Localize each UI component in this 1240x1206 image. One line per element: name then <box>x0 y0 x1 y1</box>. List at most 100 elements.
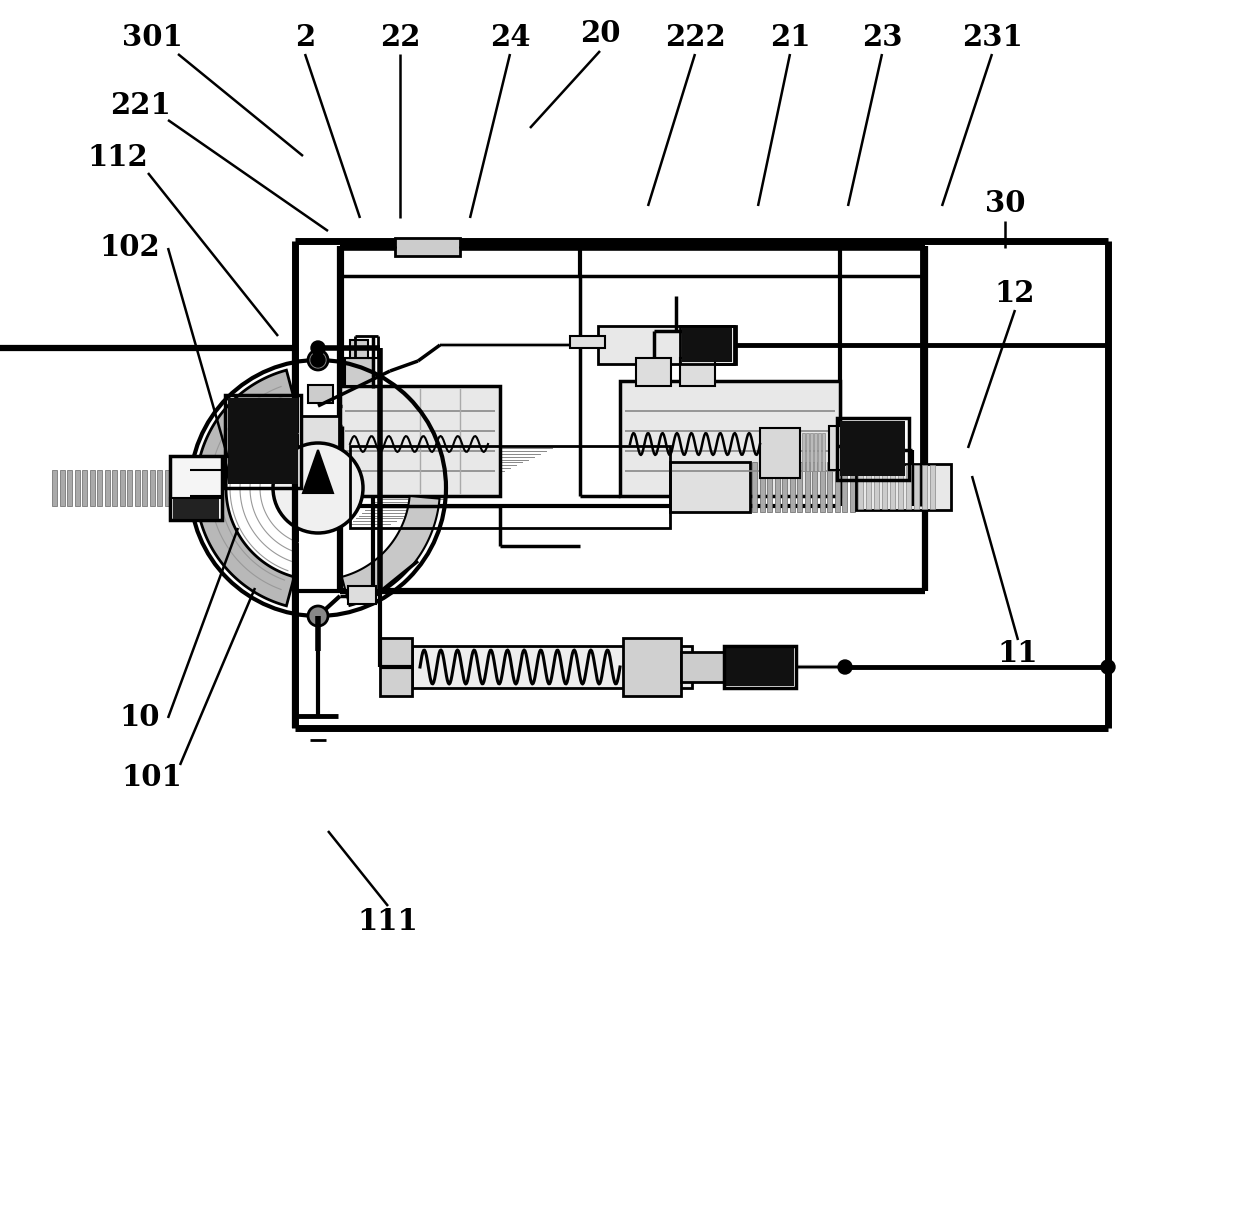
Bar <box>768 462 773 513</box>
Text: 23: 23 <box>862 23 903 53</box>
Bar <box>67 470 72 507</box>
Bar <box>818 433 821 472</box>
Bar <box>866 466 870 509</box>
Circle shape <box>273 443 363 533</box>
Bar <box>802 433 805 472</box>
Bar <box>170 456 222 520</box>
Bar <box>165 470 170 507</box>
Text: 231: 231 <box>962 23 1022 53</box>
Bar <box>52 470 57 507</box>
Bar <box>682 328 732 362</box>
Bar <box>820 462 825 513</box>
Bar <box>340 386 500 496</box>
Bar <box>923 466 928 509</box>
Bar <box>805 462 810 513</box>
Bar <box>930 466 935 509</box>
Circle shape <box>308 350 329 370</box>
Bar <box>680 326 734 364</box>
Bar <box>301 416 339 468</box>
Bar <box>775 462 780 513</box>
Bar <box>228 398 298 484</box>
Bar <box>837 418 909 480</box>
Bar <box>882 466 887 509</box>
Bar <box>858 466 863 509</box>
Text: 102: 102 <box>99 234 160 263</box>
Text: 111: 111 <box>357 907 418 936</box>
Bar <box>759 462 765 513</box>
Bar <box>89 470 94 507</box>
Text: 2: 2 <box>295 23 315 53</box>
Bar <box>806 433 808 472</box>
Polygon shape <box>303 450 334 493</box>
Bar <box>751 462 756 513</box>
Bar <box>224 396 301 488</box>
Bar <box>898 466 903 509</box>
Bar <box>104 470 109 507</box>
Bar <box>906 466 911 509</box>
Bar <box>620 381 839 496</box>
Bar <box>914 466 919 509</box>
Bar <box>725 648 794 686</box>
Bar <box>150 470 155 507</box>
Bar <box>112 470 117 507</box>
Circle shape <box>311 341 325 355</box>
Bar <box>301 464 339 474</box>
Polygon shape <box>196 370 294 605</box>
Text: 10: 10 <box>120 703 160 732</box>
Bar <box>412 646 692 687</box>
Bar <box>119 470 124 507</box>
Bar <box>790 462 795 513</box>
Polygon shape <box>342 496 439 605</box>
Bar <box>157 470 162 507</box>
Bar <box>570 336 605 349</box>
Bar <box>126 470 131 507</box>
Circle shape <box>1101 660 1115 674</box>
Text: 221: 221 <box>109 92 170 121</box>
Circle shape <box>308 605 329 626</box>
Bar <box>134 470 139 507</box>
Bar <box>782 462 787 513</box>
Bar <box>890 466 895 509</box>
Bar <box>856 464 951 510</box>
Bar <box>174 498 219 520</box>
Text: 22: 22 <box>379 23 420 53</box>
Bar <box>842 462 847 513</box>
Bar <box>822 433 825 472</box>
Bar <box>813 433 817 472</box>
Text: 20: 20 <box>580 19 620 48</box>
Bar <box>143 470 148 507</box>
Bar <box>74 470 79 507</box>
Bar <box>350 446 670 528</box>
Bar <box>348 586 376 604</box>
Bar <box>636 358 671 386</box>
Bar <box>839 421 905 476</box>
Bar <box>598 326 737 364</box>
Bar <box>849 462 854 513</box>
Bar <box>82 470 87 507</box>
Bar <box>830 426 844 470</box>
Text: 222: 222 <box>665 23 725 53</box>
Bar <box>724 646 796 687</box>
Bar <box>797 462 802 513</box>
Bar <box>345 358 373 386</box>
Bar <box>396 238 460 256</box>
Text: 11: 11 <box>998 639 1038 668</box>
Bar <box>60 470 64 507</box>
Bar <box>170 498 222 520</box>
Bar <box>680 358 715 386</box>
Bar <box>681 652 725 683</box>
Bar <box>622 638 681 696</box>
Text: 24: 24 <box>490 23 531 53</box>
Text: 30: 30 <box>985 189 1025 218</box>
Bar <box>827 462 832 513</box>
Circle shape <box>838 660 852 674</box>
Bar <box>670 462 750 513</box>
Text: 101: 101 <box>122 763 182 792</box>
Text: 301: 301 <box>122 23 182 53</box>
Bar <box>350 340 368 358</box>
Text: 12: 12 <box>994 280 1035 309</box>
Bar <box>308 385 334 403</box>
Bar <box>835 462 839 513</box>
Text: 112: 112 <box>88 144 149 172</box>
Bar <box>810 433 813 472</box>
